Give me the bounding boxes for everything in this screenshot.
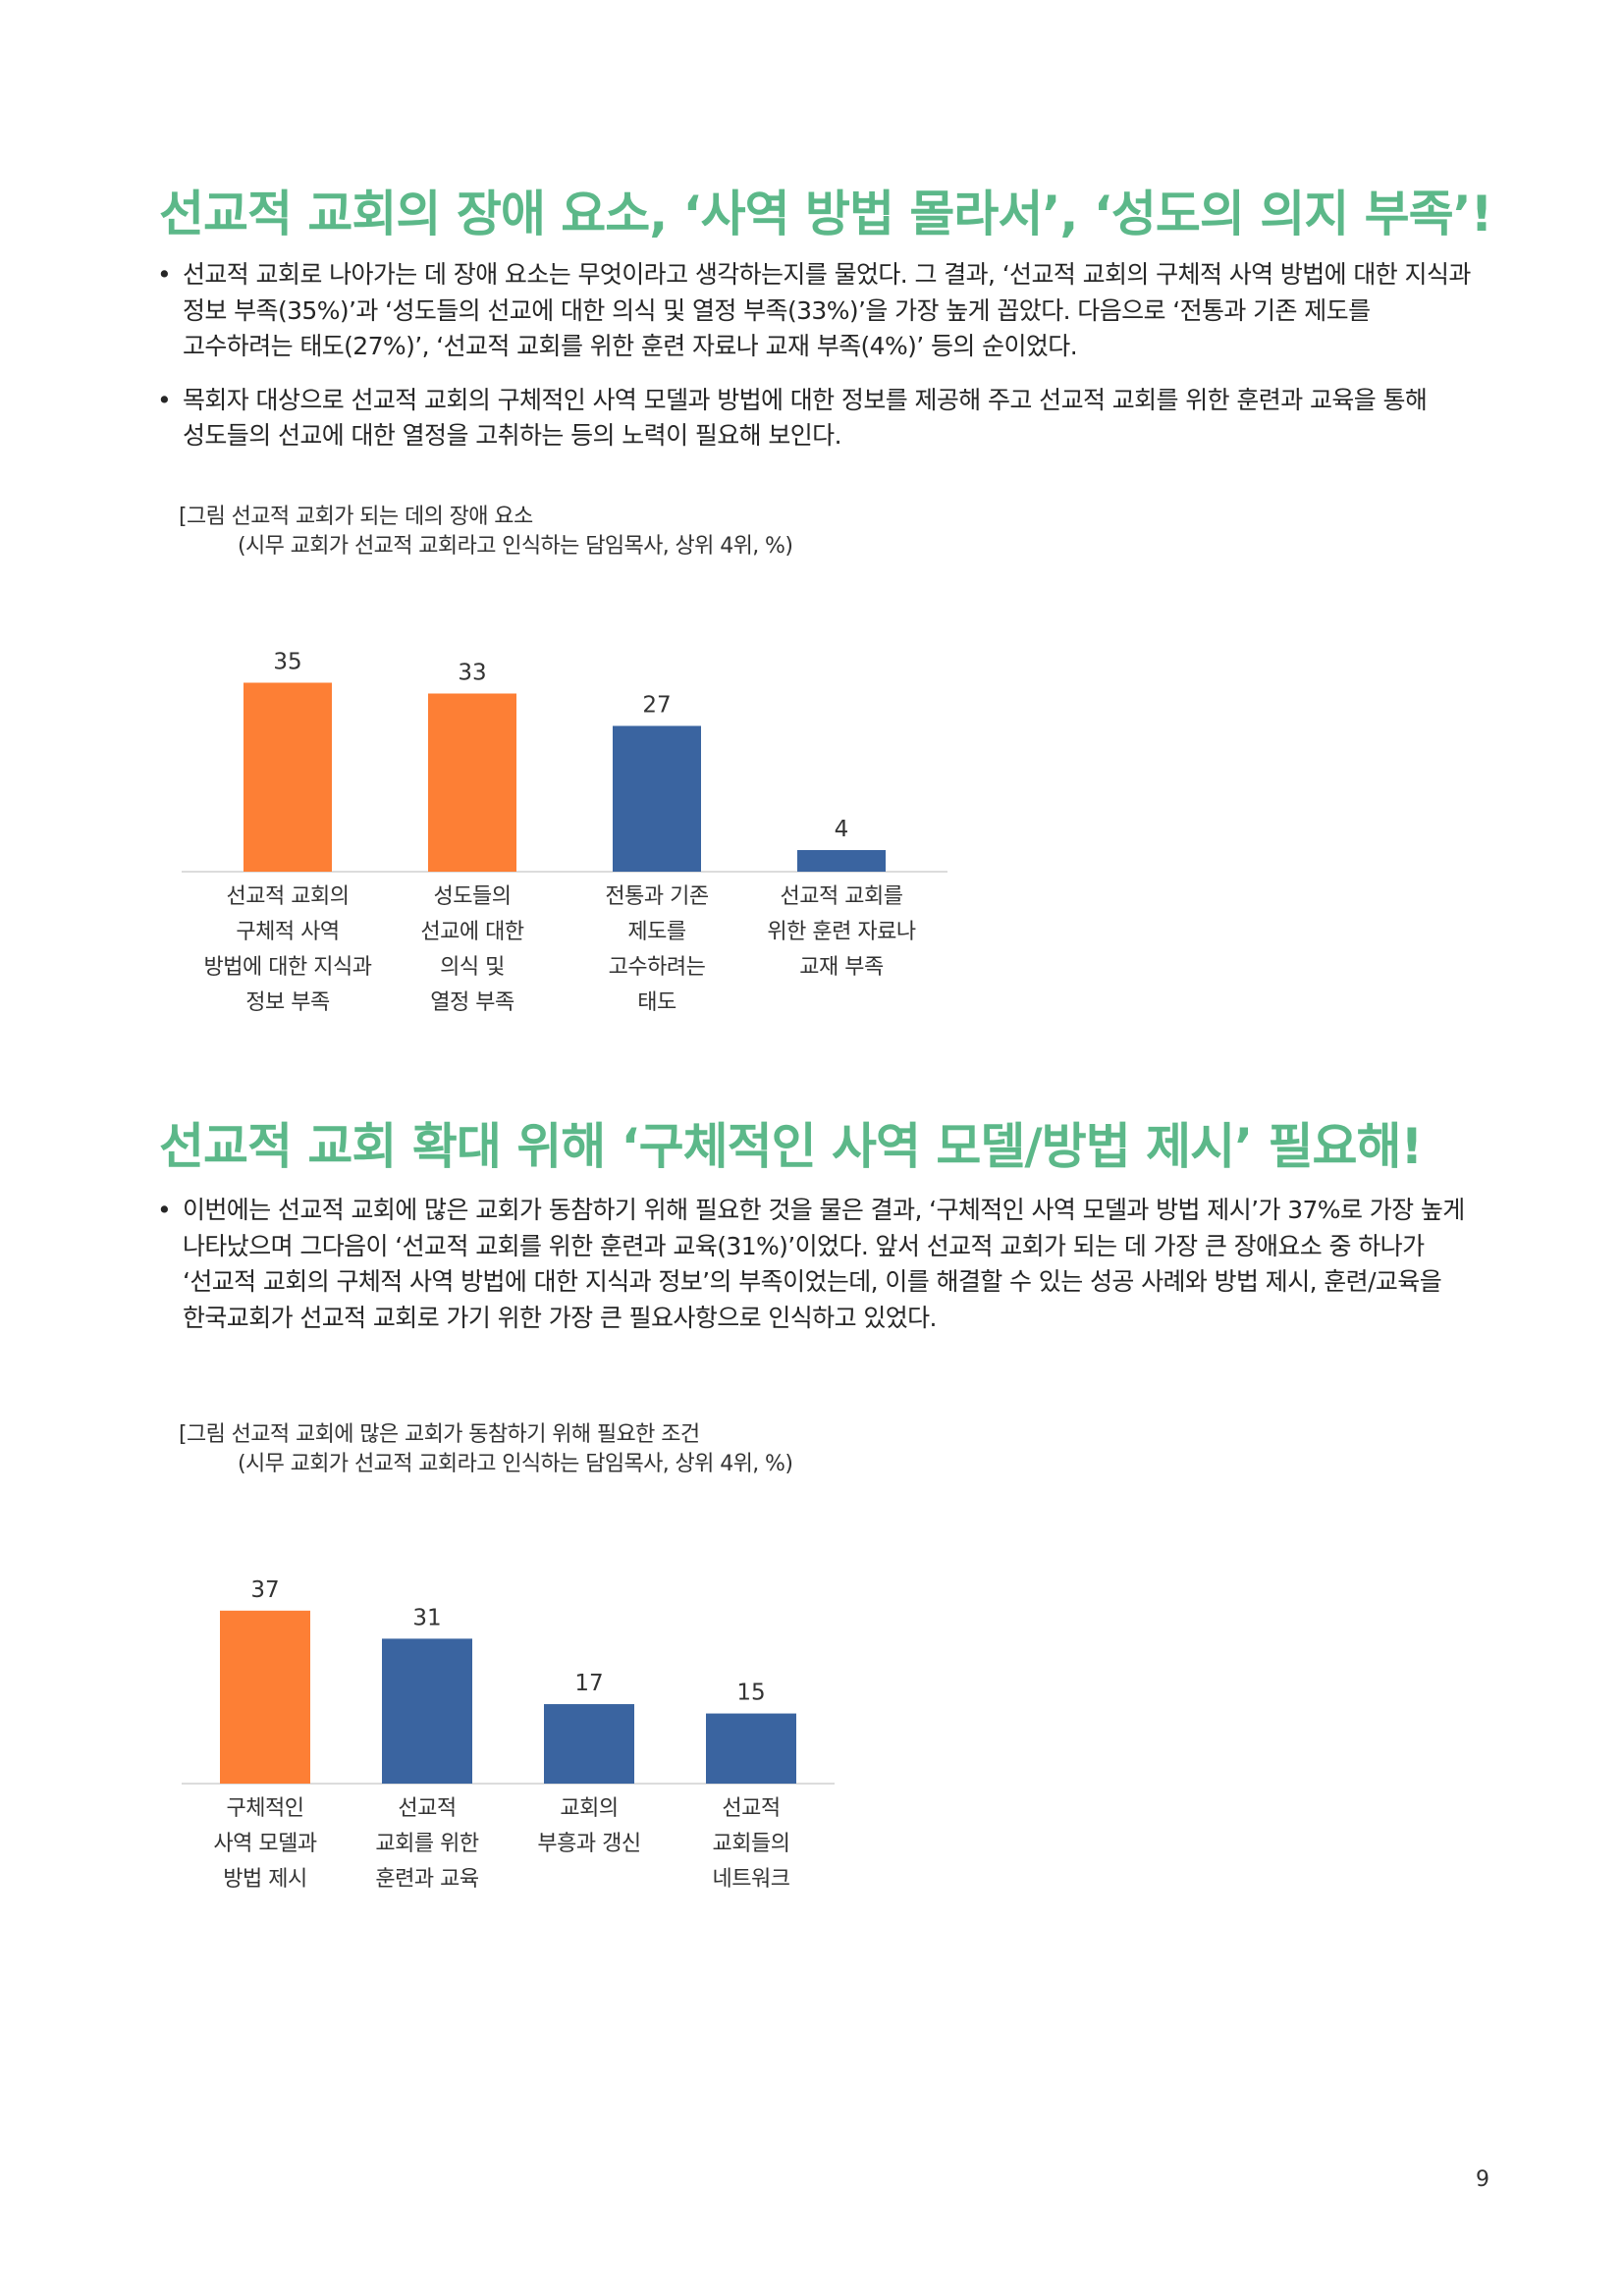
category-label: 성도들의 xyxy=(434,884,512,909)
category-label: 고수하려는 xyxy=(609,955,706,980)
bar xyxy=(613,725,701,872)
category-label: 열정 부족 xyxy=(430,990,514,1015)
bar-value-label: 35 xyxy=(273,650,301,675)
category-label: 위한 훈련 자료나 xyxy=(767,920,915,944)
category-label: 선교적 교회를 xyxy=(781,884,903,909)
bar-value-label: 27 xyxy=(642,693,671,719)
bar-value-label: 37 xyxy=(250,1577,279,1603)
bullet-paragraph: 선교적 교회로 나아가는 데 장애 요소는 무엇이라고 생각하는지를 물었다. … xyxy=(157,257,1485,365)
category-label: 네트워크 xyxy=(713,1867,790,1892)
bar-value-label: 15 xyxy=(736,1681,765,1706)
figure-subtitle: (시무 교회가 선교적 교회라고 인식하는 담임목사, 상위 4위, %) xyxy=(238,1452,793,1476)
category-label: 방법에 대한 지식과 xyxy=(204,955,372,980)
section-title-obstacles: 선교적 교회의 장애 요소, ‘사역 방법 몰라서’, ‘성도의 의지 부족’! xyxy=(159,186,1492,242)
category-label: 교회의 xyxy=(560,1796,618,1821)
figure-title: [그림 선교적 교회에 많은 교회가 동참하기 위해 필요한 조건 xyxy=(179,1422,700,1447)
bar xyxy=(797,850,886,872)
bar-value-label: 33 xyxy=(458,661,486,686)
category-label: 사역 모델과 xyxy=(213,1832,316,1856)
category-label: 제도를 xyxy=(627,920,685,944)
category-label: 교회들의 xyxy=(713,1832,790,1856)
bullet-list-needs: 이번에는 선교적 교회에 많은 교회가 동참하기 위해 필요한 것을 물은 결과… xyxy=(157,1193,1485,1354)
category-label: 교회를 위한 xyxy=(375,1832,478,1856)
bar xyxy=(706,1713,796,1784)
category-label: 방법 제시 xyxy=(223,1867,306,1892)
bar-value-label: 17 xyxy=(574,1671,603,1696)
category-label: 선교적 xyxy=(722,1796,780,1821)
bullet-paragraph: 목회자 대상으로 선교적 교회의 구체적인 사역 모델과 방법에 대한 정보를 … xyxy=(157,383,1485,454)
category-label: 선교에 대한 xyxy=(420,920,523,944)
figure-subtitle: (시무 교회가 선교적 교회라고 인식하는 담임목사, 상위 4위, %) xyxy=(238,534,793,559)
category-label: 의식 및 xyxy=(440,955,505,980)
category-label: 훈련과 교육 xyxy=(375,1867,478,1892)
category-label: 교재 부족 xyxy=(799,955,884,980)
bullet-list-obstacles: 선교적 교회로 나아가는 데 장애 요소는 무엇이라고 생각하는지를 물었다. … xyxy=(157,257,1485,472)
section-title-needs: 선교적 교회 확대 위해 ‘구체적인 사역 모델/방법 제시’ 필요해! xyxy=(159,1118,1423,1175)
category-label: 선교적 교회의 xyxy=(227,884,350,909)
category-label: 전통과 기존 xyxy=(605,884,708,909)
page-number: 9 xyxy=(1476,2167,1489,2192)
category-label: 정보 부족 xyxy=(245,990,330,1015)
figure-title: [그림 선교적 교회가 되는 데의 장애 요소 xyxy=(179,505,533,529)
bar xyxy=(544,1704,634,1784)
bullet-paragraph: 이번에는 선교적 교회에 많은 교회가 동참하기 위해 필요한 것을 물은 결과… xyxy=(157,1193,1485,1336)
category-label: 선교적 xyxy=(398,1796,456,1821)
category-label: 구체적 사역 xyxy=(236,920,339,944)
category-label: 태도 xyxy=(637,990,676,1015)
bar xyxy=(382,1638,472,1784)
category-label: 부흥과 갱신 xyxy=(537,1832,640,1856)
bar-value-label: 31 xyxy=(412,1605,441,1630)
category-label: 구체적인 xyxy=(227,1796,304,1821)
bar-value-label: 4 xyxy=(835,817,849,842)
bar xyxy=(243,682,332,872)
bar xyxy=(428,693,516,872)
bar xyxy=(220,1610,310,1784)
